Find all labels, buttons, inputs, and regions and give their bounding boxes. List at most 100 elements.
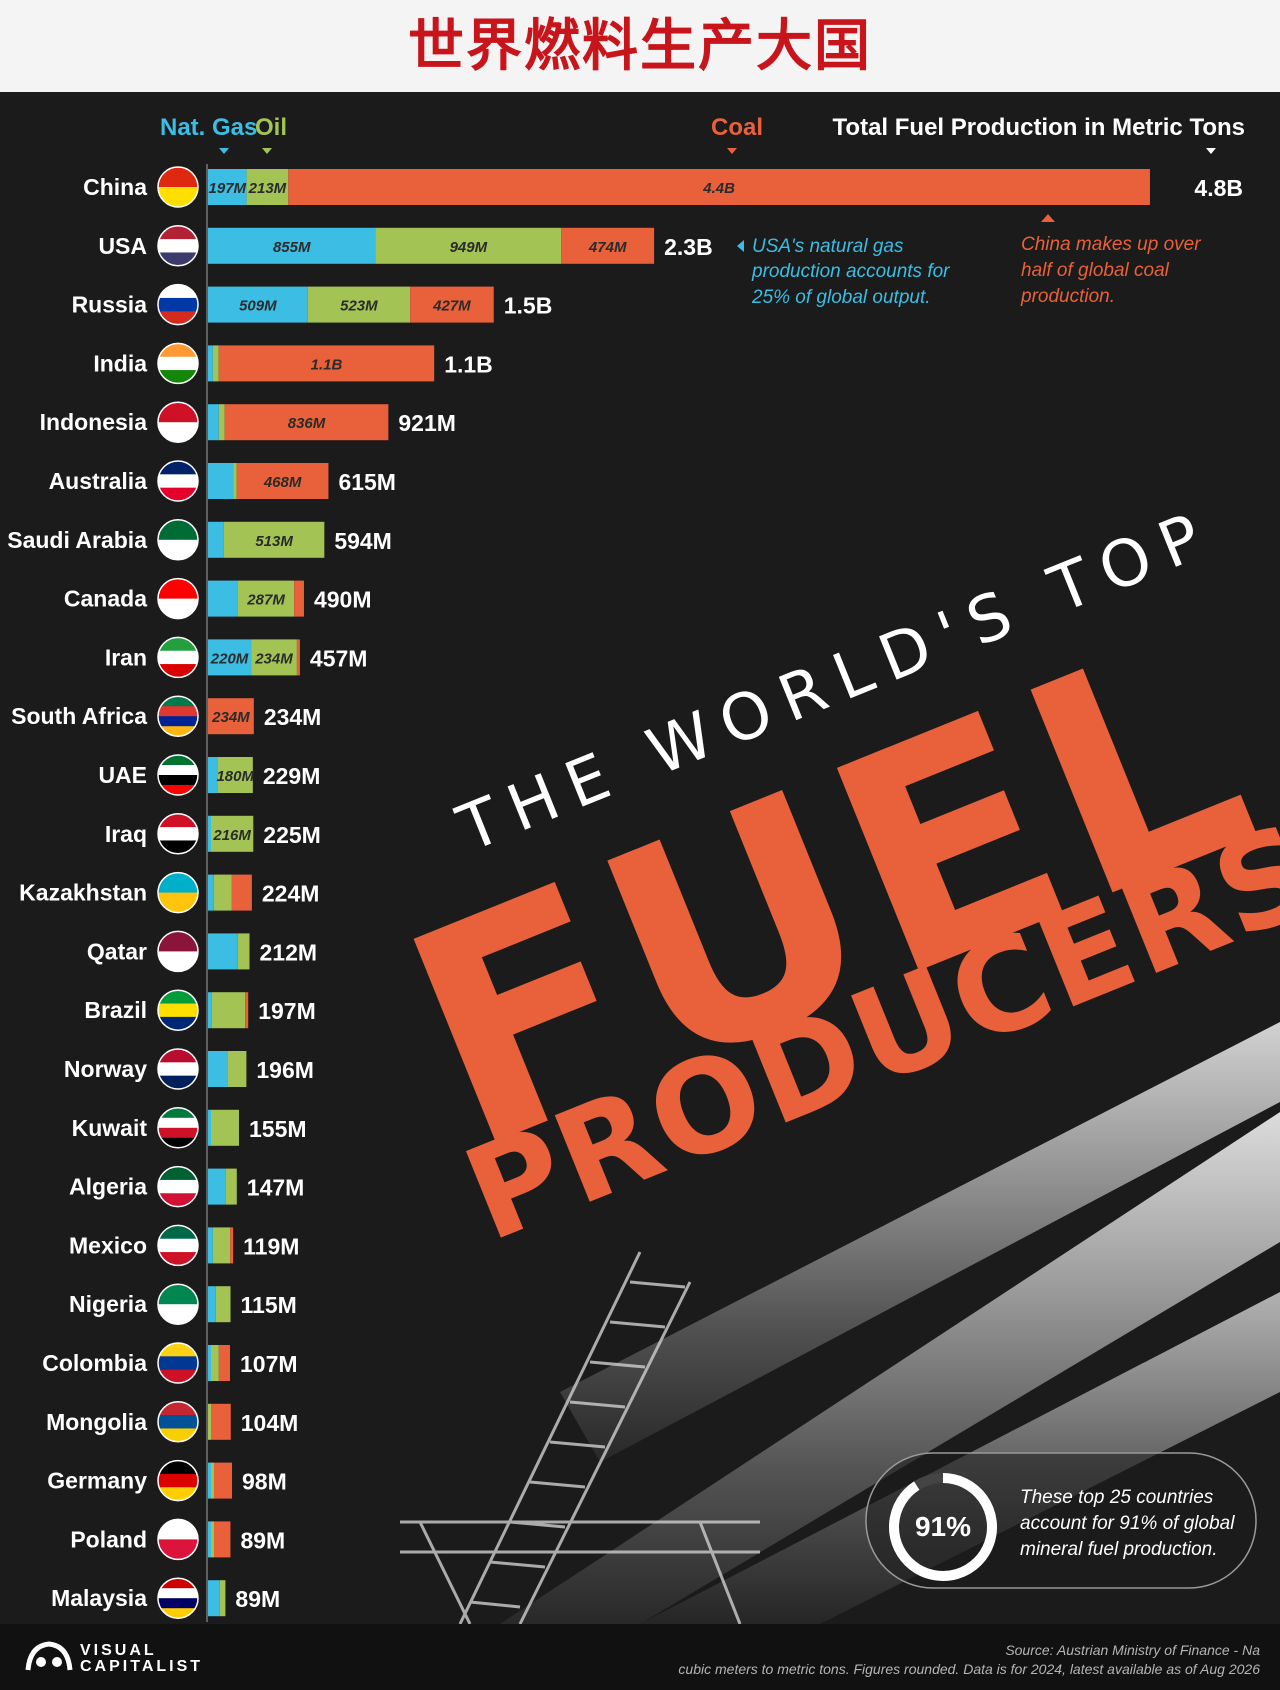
segment-label-china-coal: 4.4B — [702, 180, 735, 197]
bar-segment-kazakhstan-oil — [213, 874, 232, 911]
fuel-producers-chart: THE WORLD'S TOP FUEL PRODUCERS Nat. Gas … — [7, 114, 1280, 1624]
country-label-norway: Norway — [64, 1056, 147, 1082]
flag-icon-australia — [157, 460, 199, 502]
total-label-usa: 2.3B — [664, 234, 713, 260]
flag-icon-kazakhstan — [157, 871, 199, 914]
bar-segment-nigeria-gas — [208, 1286, 216, 1323]
country-label-colombia: Colombia — [42, 1350, 147, 1376]
share-note-line-1: These top 25 countries — [1020, 1487, 1214, 1508]
flag-icon-china — [157, 166, 199, 208]
flag-icon-mongolia — [157, 1401, 199, 1443]
bar-row-kazakhstan: Kazakhstan 224M — [19, 871, 320, 914]
segment-label-indonesia-coal: 836M — [288, 415, 326, 432]
flag-icon-usa — [157, 225, 199, 267]
bar-segment-brazil-coal — [245, 992, 249, 1029]
china-note-line-3: production. — [1020, 286, 1115, 307]
bar-segment-mexico-coal — [230, 1227, 234, 1264]
bar-segment-poland-gas — [208, 1521, 211, 1558]
bar-segment-poland-oil — [211, 1521, 214, 1558]
china-note-line-1: China makes up over — [1021, 234, 1201, 255]
flag-icon-malaysia — [157, 1577, 199, 1619]
bar-segment-usa-coal — [561, 227, 655, 264]
segment-label-south-africa-coal: 234M — [211, 709, 250, 726]
bar-row-india: India 1.1B 1.1B — [93, 342, 493, 385]
bar-segment-brazil-oil — [211, 992, 246, 1029]
bar-segment-qatar-gas — [208, 933, 238, 970]
bar-segment-india-coal — [218, 345, 435, 382]
bar-segment-norway-oil — [227, 1051, 247, 1087]
total-label-saudi-arabia: 594M — [334, 528, 392, 554]
segment-label-russia-coal: 427M — [432, 298, 471, 315]
country-label-algeria: Algeria — [69, 1174, 147, 1200]
flag-icon-norway — [157, 1048, 199, 1090]
country-label-australia: Australia — [49, 468, 148, 494]
segment-label-russia-oil: 523M — [340, 298, 378, 315]
total-label-india: 1.1B — [444, 351, 493, 377]
flag-icon-mexico — [157, 1224, 199, 1267]
legend: Nat. Gas Oil Coal Total Fuel Production … — [160, 114, 1245, 154]
usa-annotation-arrow — [737, 240, 744, 252]
segment-label-india-coal: 1.1B — [311, 356, 343, 373]
bar-row-malaysia: Malaysia 89M — [51, 1577, 280, 1619]
bar-segment-south-africa-coal — [208, 698, 254, 735]
share-badge: 91% These top 25 countries account for 9… — [865, 1452, 1257, 1589]
bar-segment-brazil-gas — [208, 992, 212, 1029]
bar-segment-iran-gas — [208, 639, 252, 676]
country-label-russia: Russia — [72, 292, 148, 318]
legend-gas-arrow — [219, 148, 229, 154]
total-label-indonesia: 921M — [398, 410, 456, 436]
brand-mark-icon — [25, 1641, 73, 1671]
total-label-kazakhstan: 224M — [262, 881, 320, 907]
bar-row-south-africa: South Africa 234M 234M — [11, 695, 321, 737]
country-label-iran: Iran — [105, 644, 147, 670]
bar-segment-mongolia-oil — [208, 1403, 211, 1440]
bar-segment-malaysia-gas — [208, 1580, 220, 1617]
bar-segment-russia-coal — [410, 286, 494, 323]
bar-segment-algeria-gas — [208, 1168, 226, 1205]
bar-segment-mexico-oil — [212, 1227, 231, 1264]
bar-row-norway: Norway 196M — [64, 1048, 314, 1090]
total-label-norway: 196M — [256, 1057, 314, 1083]
usa-annotation: USA's natural gas production accounts fo… — [737, 236, 950, 308]
bar-segment-saudi-arabia-gas — [208, 521, 224, 558]
flag-icon-brazil — [157, 989, 199, 1031]
bar-segment-indonesia-coal — [224, 404, 389, 441]
bar-segment-canada-gas — [208, 580, 238, 617]
segment-label-russia-gas: 509M — [239, 298, 277, 315]
banner-title: 世界燃料生产大国 — [408, 13, 872, 79]
bar-row-poland: Poland 89M — [70, 1518, 285, 1561]
total-label-mongolia: 104M — [241, 1410, 299, 1436]
bar-row-mexico: Mexico 119M — [69, 1224, 299, 1267]
country-label-south-africa: South Africa — [11, 703, 147, 729]
total-label-australia: 615M — [338, 469, 396, 495]
legend-oil: Oil — [255, 114, 287, 141]
country-label-poland: Poland — [70, 1526, 147, 1552]
source-line-2: cubic meters to metric tons. Figures rou… — [678, 1661, 1260, 1677]
segment-label-australia-coal: 468M — [263, 474, 302, 491]
bar-row-australia: Australia 468M 615M — [49, 460, 396, 502]
country-label-saudi-arabia: Saudi Arabia — [7, 527, 147, 553]
bar-segment-iran-oil — [251, 639, 297, 676]
bar-row-saudi-arabia: Saudi Arabia 513M 594M — [7, 519, 392, 561]
source-line-1: Source: Austrian Ministry of Finance - N… — [1005, 1642, 1260, 1658]
bar-segment-canada-coal — [294, 580, 304, 617]
segment-label-saudi-arabia-oil: 513M — [255, 533, 293, 550]
bar-segment-china-oil — [246, 169, 289, 205]
segment-label-china-gas: 197M — [209, 180, 247, 197]
flag-icon-poland — [157, 1518, 199, 1561]
total-label-brazil: 197M — [258, 998, 316, 1024]
bar-segment-germany-coal — [214, 1462, 233, 1499]
segment-label-iran-oil: 234M — [254, 650, 293, 667]
segment-label-usa-oil: 949M — [450, 239, 488, 256]
country-label-india: India — [93, 350, 147, 376]
bar-row-nigeria: Nigeria 115M — [69, 1283, 297, 1325]
bar-segment-nigeria-oil — [215, 1286, 231, 1323]
total-label-russia: 1.5B — [504, 293, 553, 319]
brand-line-2: CAPITALIST — [80, 1658, 204, 1675]
segment-label-iraq-oil: 216M — [212, 827, 251, 844]
usa-note-line-1: USA's natural gas — [752, 236, 904, 257]
legend-coal: Coal — [711, 114, 763, 141]
bar-segment-iran-coal — [296, 639, 300, 676]
flag-icon-qatar — [157, 930, 199, 973]
